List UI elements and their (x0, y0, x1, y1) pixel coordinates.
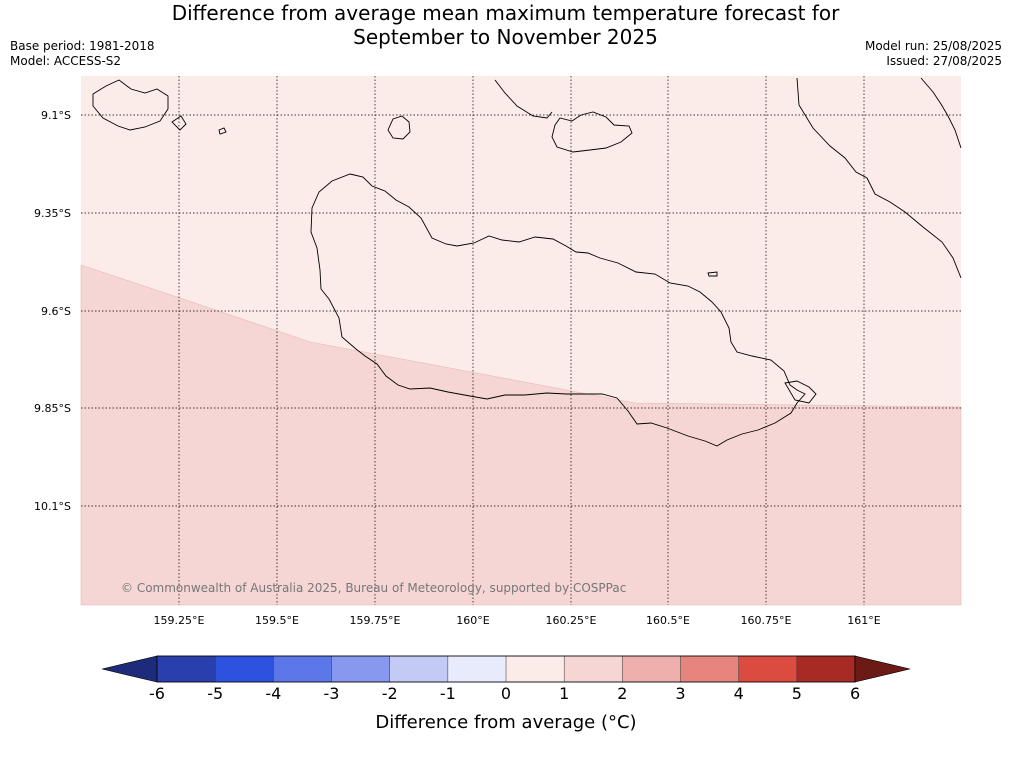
colorbar-swatch (563, 655, 624, 683)
colorbar-swatch (738, 655, 798, 683)
colorbar-tick-label: 0 (501, 684, 511, 703)
colorbar-tick-label: 6 (850, 684, 860, 703)
colorbar-swatch (505, 655, 565, 683)
colorbar-tick-label: 4 (734, 684, 744, 703)
coast-florida-islands (494, 79, 553, 119)
colorbar-swatch (796, 655, 856, 683)
coastlines (92, 77, 962, 447)
graticule (81, 76, 961, 605)
base-period: Base period: 1981-2018 (10, 39, 155, 53)
issued-date: Issued: 27/08/2025 (886, 54, 1002, 68)
shading-band-2-to-3 (80, 264, 962, 606)
colorbar-arrow-high (854, 655, 911, 683)
colorbar-tick-label: 5 (792, 684, 802, 703)
colorbar-tick-label: -1 (440, 684, 456, 703)
copyright-notice: © Commonwealth of Australia 2025, Bureau… (121, 581, 626, 595)
lon-label: 160.75°E (741, 614, 792, 627)
colorbar-tick-label: 1 (559, 684, 569, 703)
coast-islet-1 (171, 115, 187, 131)
lat-labels: 9.1°S 9.35°S 9.6°S 9.85°S 10.1°S (34, 109, 71, 513)
lon-label: 160.25°E (546, 614, 597, 627)
colorbar-tick-label: -2 (382, 684, 398, 703)
colorbar-tick-label: -4 (265, 684, 281, 703)
lon-label: 160.5°E (646, 614, 690, 627)
coast-islet-3 (707, 271, 718, 277)
lat-label: 10.1°S (34, 500, 71, 513)
colorbar-swatch (156, 655, 216, 683)
colorbar-tick-label: -6 (149, 684, 165, 703)
lon-label: 159.5°E (255, 614, 299, 627)
lon-label: 159.75°E (350, 614, 401, 627)
coast-nggela-island (387, 115, 411, 140)
colorbar-swatch (680, 655, 740, 683)
coast-malaita-north (920, 77, 962, 149)
colorbar-ticks: -6 -5 -4 -3 -2 -1 0 1 2 3 4 5 6 (149, 684, 860, 703)
meta-left: Base period: 1981-2018 Model: ACCESS-S2 (10, 39, 155, 69)
colorbar: -6 -5 -4 -3 -2 -1 0 1 2 3 4 5 6 Difference from aver… (101, 655, 911, 733)
lon-label: 160°E (456, 614, 489, 627)
coast-marau-islets (784, 380, 817, 404)
colorbar-tick-label: 2 (617, 684, 627, 703)
coast-islet-2 (218, 127, 227, 135)
title-line-1: Difference from average mean maximum tem… (171, 1, 840, 25)
colorbar-swatch (273, 655, 333, 683)
meta-right: Model run: 25/08/2025 Issued: 27/08/2025 (865, 39, 1002, 69)
lat-label: 9.1°S (41, 109, 71, 122)
colorbar-tick-label: -5 (207, 684, 223, 703)
lon-label: 159.25°E (154, 614, 205, 627)
lon-labels: 159.25°E 159.5°E 159.75°E 160°E 160.25°E… (154, 614, 881, 627)
chart-title: Difference from average mean maximum tem… (0, 1, 1011, 49)
coast-malaita-west (796, 77, 962, 279)
colorbar-arrow-low (101, 655, 158, 683)
lat-label: 9.6°S (41, 305, 71, 318)
model-name: Model: ACCESS-S2 (10, 54, 122, 68)
colorbar-swatch (622, 655, 682, 683)
title-line-2: September to November 2025 (353, 25, 658, 49)
coast-ngella-sule (551, 111, 633, 153)
lat-label: 9.85°S (34, 402, 71, 415)
map-panel: 9.1°S 9.35°S 9.6°S 9.85°S 10.1°S 159.25°… (34, 76, 962, 627)
lat-label: 9.35°S (34, 207, 71, 220)
colorbar-swatch (214, 655, 275, 683)
colorbar-swatches (156, 655, 856, 683)
coast-russell-islands (92, 79, 169, 131)
colorbar-tick-label: -3 (324, 684, 340, 703)
colorbar-swatch (331, 655, 391, 683)
colorbar-title: Difference from average (°C) (375, 712, 636, 733)
model-run: Model run: 25/08/2025 (864, 39, 1002, 53)
colorbar-swatch (389, 655, 449, 683)
coast-guadalcanal (310, 173, 806, 447)
colorbar-tick-label: 3 (675, 684, 685, 703)
colorbar-swatch (447, 655, 507, 683)
lon-label: 161°E (847, 614, 880, 627)
